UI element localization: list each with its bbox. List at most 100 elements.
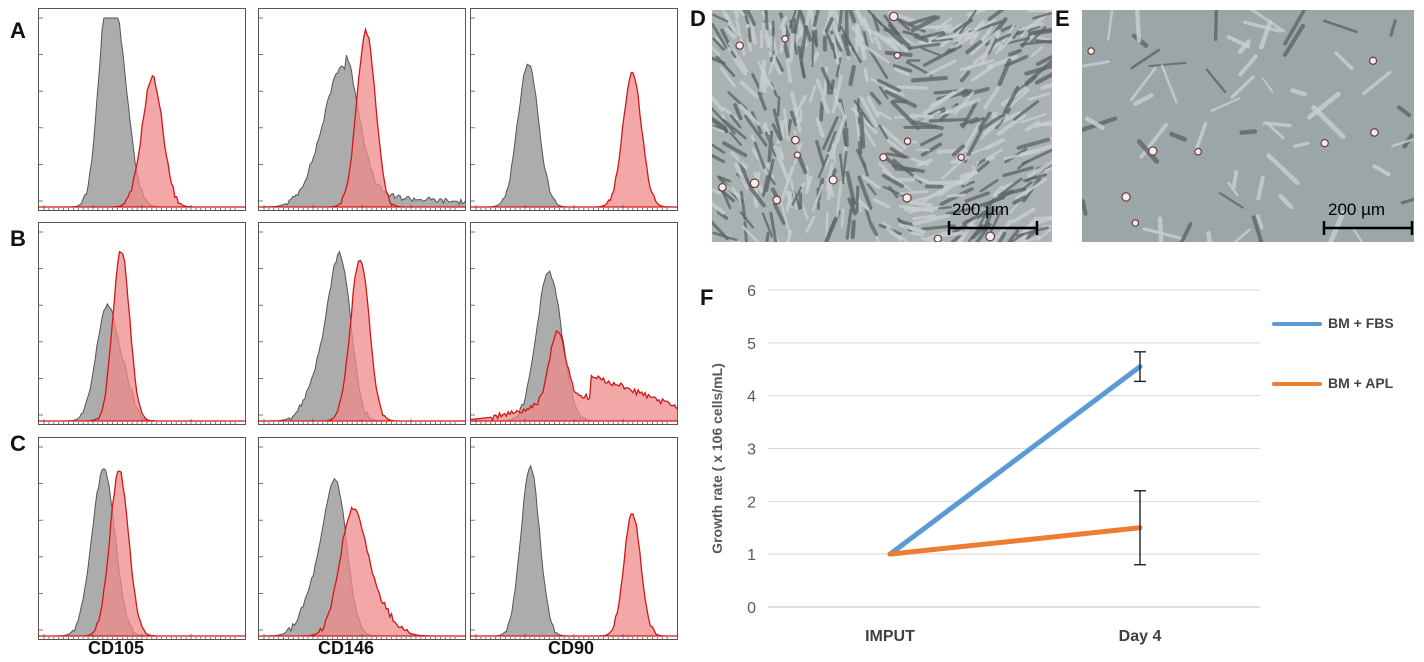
stained-histogram (258, 506, 466, 637)
cell (757, 60, 770, 88)
cell (758, 59, 767, 94)
cell (953, 91, 975, 116)
cell (878, 86, 889, 100)
cell (894, 167, 916, 173)
cell (769, 211, 778, 242)
cell (1084, 116, 1105, 130)
cell (793, 10, 802, 34)
cell (1012, 195, 1027, 205)
cell (1013, 100, 1040, 121)
cell (712, 37, 725, 51)
cell (997, 231, 1007, 242)
cell (983, 189, 1014, 208)
cell (753, 141, 766, 170)
cell (724, 26, 736, 39)
round-cell (718, 182, 727, 192)
cell (854, 10, 873, 35)
cell (995, 23, 1016, 55)
cell (1282, 23, 1305, 57)
cell (1243, 20, 1282, 33)
cell (728, 42, 749, 73)
stained-histogram (258, 259, 466, 422)
round-cell (1320, 138, 1329, 148)
cell (788, 33, 795, 63)
cell (850, 219, 856, 240)
cell (987, 10, 1005, 21)
cell (867, 47, 889, 79)
cell (848, 41, 862, 64)
stained-histogram (38, 470, 246, 637)
cell (1230, 75, 1255, 99)
histogram-plot (258, 437, 466, 640)
legend-swatch-fbs (1272, 322, 1322, 326)
cell (907, 14, 937, 26)
cell (793, 30, 803, 45)
cell (772, 202, 786, 225)
cell (831, 42, 837, 60)
cell (827, 130, 837, 153)
cell (896, 85, 929, 90)
cell (949, 33, 977, 49)
panel-label-b: B (10, 226, 26, 251)
cell (763, 121, 771, 136)
cell (820, 97, 831, 114)
cell (722, 182, 745, 201)
cell (733, 103, 743, 121)
histogram-cd146-row-3 (258, 437, 466, 640)
cell (872, 198, 891, 209)
histogram-plot (38, 222, 246, 425)
cell (898, 223, 926, 234)
cell (885, 226, 903, 242)
cell (1017, 159, 1030, 170)
cell (743, 179, 766, 208)
cell (783, 108, 790, 142)
cell (1001, 85, 1020, 118)
cell (841, 33, 851, 57)
cell (823, 66, 829, 96)
cell (835, 57, 842, 78)
cell (1018, 22, 1044, 32)
cell (738, 103, 761, 126)
cell (1024, 64, 1052, 76)
histogram-cd90-row-2 (470, 222, 678, 425)
cell (942, 231, 965, 237)
cell (1352, 228, 1364, 242)
cell (790, 91, 801, 123)
cell (1396, 105, 1412, 118)
cell (712, 94, 724, 113)
cell (866, 10, 882, 25)
cell (979, 178, 999, 193)
cell (795, 118, 802, 133)
cell (997, 58, 1012, 87)
cell (841, 126, 847, 147)
cell (739, 190, 747, 221)
cell (937, 206, 952, 210)
cell (1148, 61, 1187, 68)
cell (1251, 215, 1264, 242)
stained-histogram (258, 27, 466, 208)
cell (1035, 54, 1052, 66)
cell (1266, 153, 1300, 186)
cell (1256, 176, 1265, 201)
cell (768, 50, 778, 75)
cell (959, 70, 971, 83)
legend-swatch-apl (1272, 382, 1322, 386)
histogram-plot (470, 437, 678, 640)
round-cell (1370, 128, 1379, 137)
cell (951, 144, 965, 157)
cell (815, 116, 825, 138)
cell (1169, 131, 1188, 142)
histogram-cd90-row-1 (470, 8, 678, 211)
cell (1239, 129, 1258, 135)
round-cell (893, 51, 901, 60)
cell (1205, 68, 1227, 94)
legend-label-fbs: BM + FBS (1328, 315, 1394, 331)
cell (815, 139, 825, 166)
cell (881, 173, 905, 189)
cell (779, 15, 788, 30)
cell (1136, 139, 1160, 164)
cell (835, 180, 843, 218)
cell (886, 36, 900, 53)
cell (986, 55, 1018, 69)
cell (845, 208, 853, 240)
